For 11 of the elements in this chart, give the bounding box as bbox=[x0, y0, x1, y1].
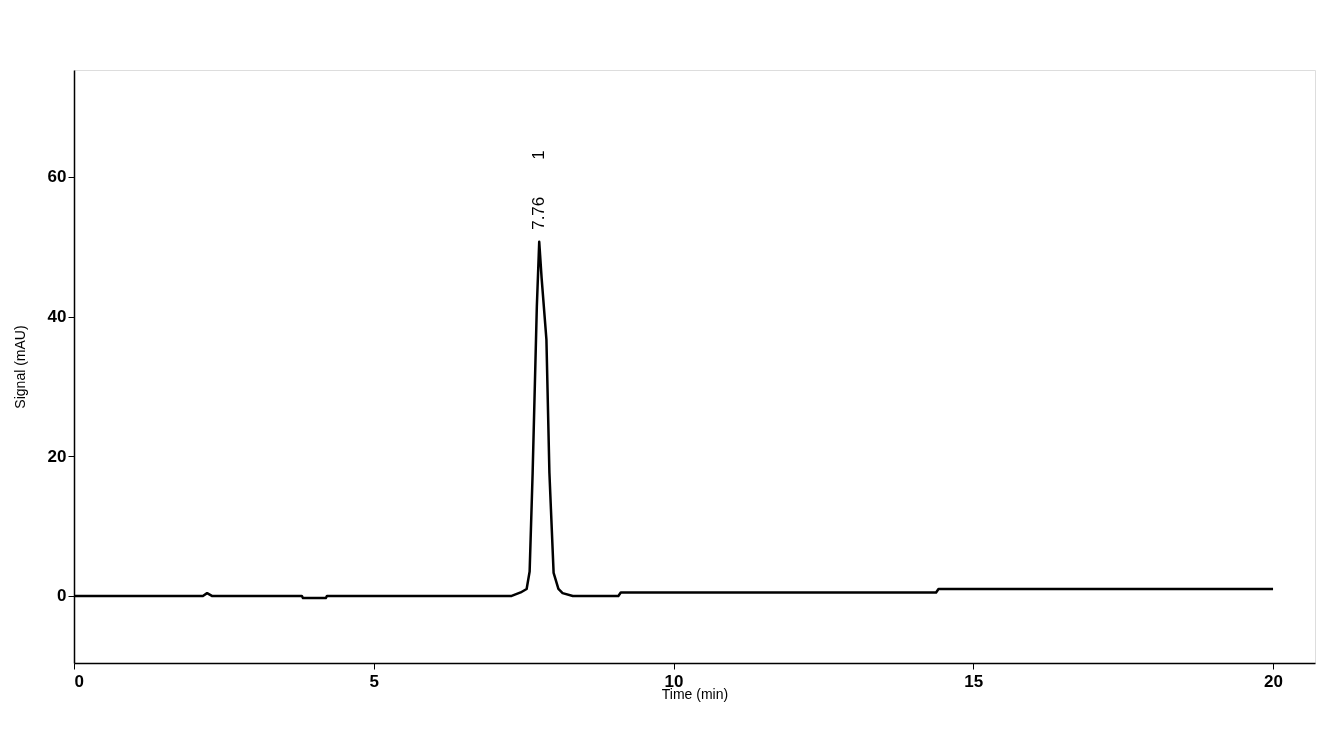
annotation: 1 bbox=[529, 150, 549, 160]
y-axis-title: Signal (mAU) bbox=[11, 325, 28, 409]
y-tick-label: 60 bbox=[47, 167, 67, 187]
y-tick-label: 40 bbox=[47, 307, 67, 327]
annotation: 7.76 bbox=[529, 196, 549, 230]
x-tick-label: 0 bbox=[74, 671, 84, 691]
x-tick-label: 5 bbox=[369, 671, 379, 691]
y-tick-label: 0 bbox=[57, 586, 67, 606]
x-tick-label: 20 bbox=[1264, 671, 1283, 691]
x-tick-label: 15 bbox=[964, 671, 984, 691]
y-tick-label: 20 bbox=[47, 446, 67, 466]
